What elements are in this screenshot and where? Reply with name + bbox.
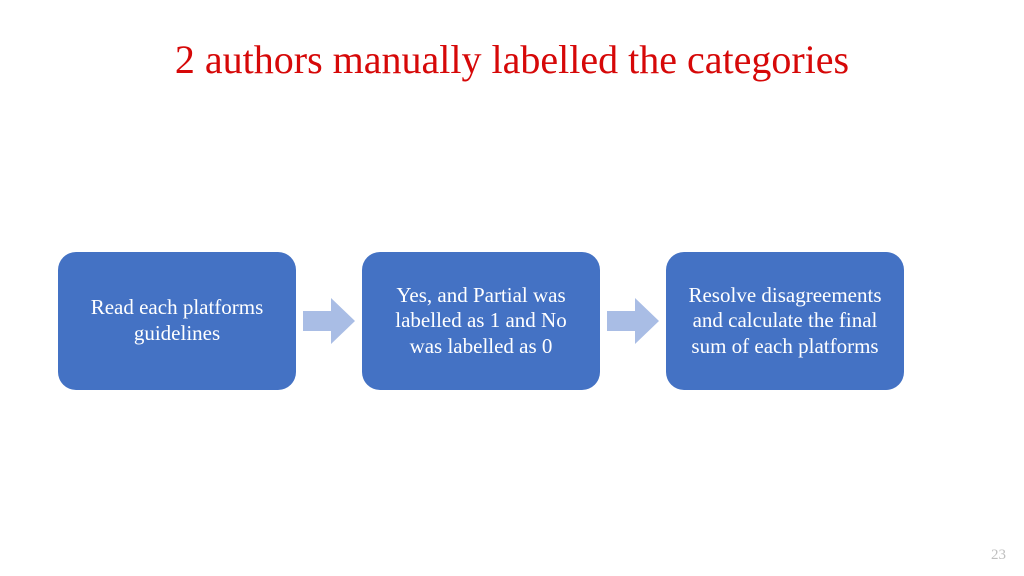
flow-node-1: Read each platforms guidelines (58, 252, 296, 390)
flow-node-2: Yes, and Partial was labelled as 1 and N… (362, 252, 600, 390)
flow-node-3: Resolve disagreements and calculate the … (666, 252, 904, 390)
flow-arrow-2 (600, 298, 666, 344)
flow-arrow-1 (296, 298, 362, 344)
flowchart: Read each platforms guidelines Yes, and … (58, 252, 904, 390)
arrow-right-icon (303, 298, 355, 344)
arrow-right-icon (607, 298, 659, 344)
page-number: 23 (991, 547, 1006, 564)
slide-title: 2 authors manually labelled the categori… (0, 36, 1024, 83)
